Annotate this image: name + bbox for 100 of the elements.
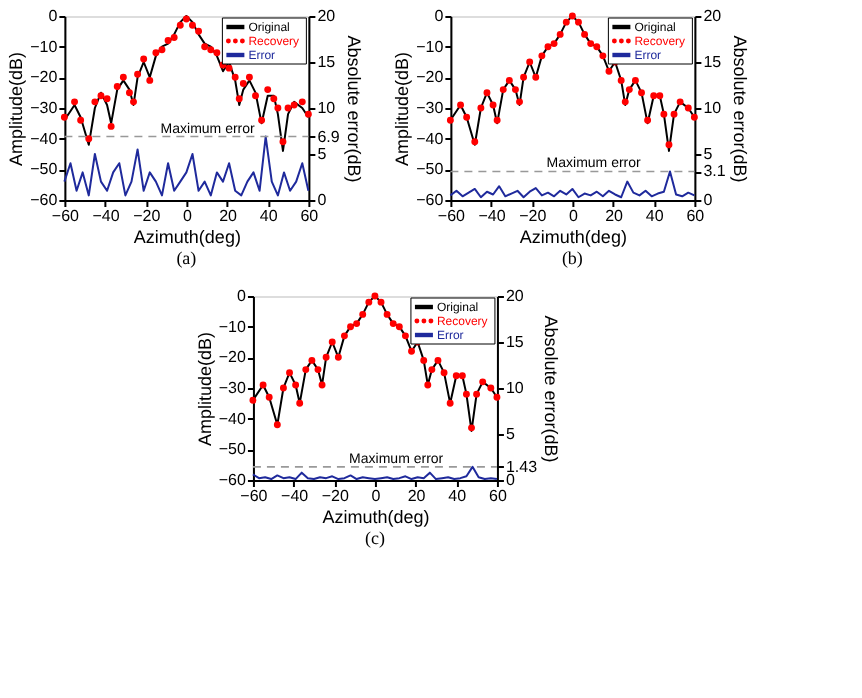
point <box>318 381 326 389</box>
x-tick-label: −20 <box>519 207 548 225</box>
point <box>213 49 221 57</box>
point <box>264 86 272 94</box>
point <box>493 116 501 124</box>
y2-tick-label: 0 <box>703 191 714 209</box>
point <box>593 43 601 51</box>
point <box>479 378 487 386</box>
point <box>274 104 282 112</box>
point <box>328 338 336 346</box>
y2-tick-label: 5 <box>505 425 516 443</box>
point <box>85 135 93 143</box>
point <box>201 43 209 51</box>
x-tick-label: −60 <box>51 207 81 225</box>
point <box>103 95 111 103</box>
point <box>477 104 485 112</box>
point <box>575 18 582 26</box>
y2-tick-label: 15 <box>317 53 337 71</box>
point <box>314 366 322 374</box>
point <box>556 30 564 38</box>
point <box>617 76 625 84</box>
point <box>468 424 475 432</box>
y-tick-label: −50 <box>30 160 59 179</box>
y2-tick-label: 10 <box>703 99 723 117</box>
point <box>631 76 639 84</box>
point <box>258 116 266 124</box>
y2-tick-label: 15 <box>703 53 723 71</box>
point <box>538 52 546 60</box>
point <box>420 356 428 364</box>
y-tick-label: 0 <box>434 7 445 25</box>
point <box>644 116 652 124</box>
point <box>457 101 465 109</box>
x-tick-label: −60 <box>240 487 269 505</box>
y2-tick-label: 15 <box>505 333 525 351</box>
point <box>334 353 342 361</box>
x-tick-label: −40 <box>92 207 121 225</box>
y-tick-label: −10 <box>30 37 59 56</box>
point <box>389 320 397 328</box>
point <box>562 18 570 26</box>
y2-tick-label: 1.43 <box>505 457 539 476</box>
point <box>520 73 528 81</box>
y-tick-label: −60 <box>30 191 59 209</box>
point <box>434 356 442 364</box>
point <box>107 122 115 130</box>
point <box>252 92 259 100</box>
point <box>146 76 154 84</box>
y2-axis-title: Absolute error(dB) <box>343 35 364 183</box>
point <box>550 40 558 48</box>
point <box>660 110 668 118</box>
point <box>164 37 172 44</box>
point <box>463 113 471 121</box>
point <box>473 390 481 398</box>
point <box>625 86 633 94</box>
point <box>273 421 281 429</box>
point <box>587 40 595 48</box>
point <box>245 73 253 81</box>
x-tick-label: 60 <box>489 487 508 505</box>
point <box>265 393 273 401</box>
x-tick-label: −40 <box>478 207 507 225</box>
point <box>599 52 607 60</box>
point <box>471 138 479 146</box>
x-axis-title: Azimuth(deg) <box>322 507 430 527</box>
x-tick-label: 60 <box>686 207 706 225</box>
point <box>440 369 448 377</box>
point <box>483 89 491 97</box>
point <box>322 353 330 361</box>
point <box>665 141 673 149</box>
x-tick-label: 0 <box>182 207 193 225</box>
x-tick-label: 40 <box>259 207 279 225</box>
point <box>676 98 684 106</box>
point <box>526 58 534 66</box>
x-tick-label: 20 <box>407 487 427 505</box>
y-tick-label: −30 <box>416 99 445 117</box>
point <box>690 113 698 121</box>
x-tick-label: 20 <box>219 207 239 225</box>
point <box>125 89 133 97</box>
point <box>605 67 613 75</box>
point <box>347 323 354 331</box>
y-tick-label: −20 <box>218 348 248 367</box>
y-tick-label: −60 <box>218 471 248 489</box>
point <box>684 104 692 112</box>
y2-tick-label: 0 <box>317 191 328 209</box>
point <box>152 49 160 57</box>
x-tick-label: −40 <box>281 487 310 505</box>
point <box>279 138 287 146</box>
point <box>225 64 233 72</box>
point <box>621 98 629 106</box>
point <box>446 116 454 124</box>
point <box>249 396 257 404</box>
point <box>365 298 373 306</box>
point <box>401 332 409 340</box>
x-tick-label: 60 <box>300 207 320 225</box>
point <box>235 95 243 103</box>
y-axis-title: Amplitude(dB) <box>6 51 27 167</box>
y-tick-label: −10 <box>416 37 445 56</box>
x-tick-label: −60 <box>437 207 467 225</box>
point <box>119 73 127 81</box>
point <box>505 76 513 84</box>
y-tick-label: −30 <box>218 379 248 397</box>
point <box>71 98 79 106</box>
